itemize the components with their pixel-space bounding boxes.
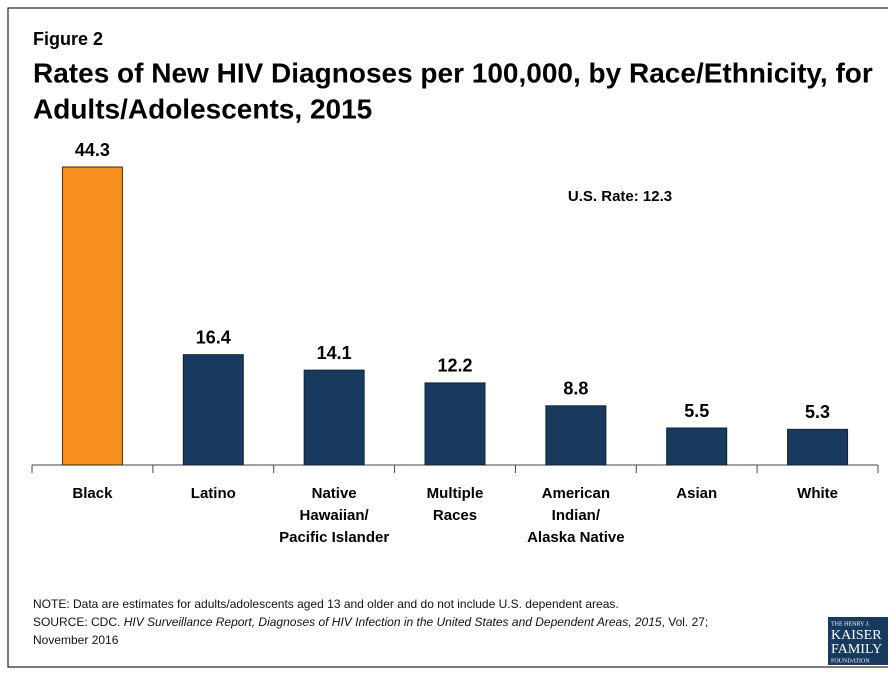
bar <box>787 428 849 466</box>
bar <box>61 166 123 466</box>
source-prefix: SOURCE: CDC. <box>33 615 124 629</box>
logo-text: FOUNDATION <box>831 658 870 664</box>
data-label: 44.3 <box>75 140 110 160</box>
bar <box>666 427 728 466</box>
x-tick-label: Races <box>433 507 477 524</box>
data-label: 12.2 <box>437 356 472 376</box>
bar <box>182 354 244 466</box>
bar <box>303 369 365 466</box>
x-tick-label: Native <box>312 485 357 502</box>
data-label: 8.8 <box>563 379 588 399</box>
source: SOURCE: CDC. HIV Surveillance Report, Di… <box>33 613 813 631</box>
logo-text: THE HENRY J. <box>831 621 870 627</box>
x-tick-label: Latino <box>191 485 236 502</box>
logo-box <box>828 617 888 665</box>
source-suffix: , Vol. 27; <box>661 615 709 629</box>
chart-title: Adults/Adolescents, 2015 <box>33 93 372 124</box>
note: NOTE: Data are estimates for adults/adol… <box>33 597 619 611</box>
x-tick-label: Pacific Islander <box>279 529 389 546</box>
data-label: 14.1 <box>317 343 352 363</box>
x-tick-label: Asian <box>676 485 717 502</box>
x-tick-label: American <box>542 485 610 502</box>
logo-text: KAISER <box>831 628 882 643</box>
x-tick-label: Hawaiian/ <box>300 507 370 524</box>
source-title: HIV Surveillance Report, Diagnoses of HI… <box>123 615 662 629</box>
bar <box>424 382 486 466</box>
source-end: November 2016 <box>33 633 119 647</box>
data-label: 16.4 <box>196 327 231 347</box>
x-tick-label: Black <box>72 485 113 502</box>
logo-text: FAMILY <box>831 642 882 657</box>
annotation: U.S. Rate: 12.3 <box>568 188 672 205</box>
x-tick-label: Alaska Native <box>527 529 625 546</box>
figure-label: Figure 2 <box>33 29 103 49</box>
data-label: 5.3 <box>805 402 830 422</box>
notes: NOTE: Data are estimates for adults/adol… <box>33 595 813 649</box>
data-label: 5.5 <box>684 401 709 421</box>
x-tick-label: Indian/ <box>552 507 601 524</box>
bar <box>545 405 607 466</box>
x-tick-label: White <box>797 485 838 502</box>
chart-title: Rates of New HIV Diagnoses per 100,000, … <box>33 57 873 88</box>
frame <box>7 7 888 668</box>
x-tick-label: Multiple <box>427 485 484 502</box>
